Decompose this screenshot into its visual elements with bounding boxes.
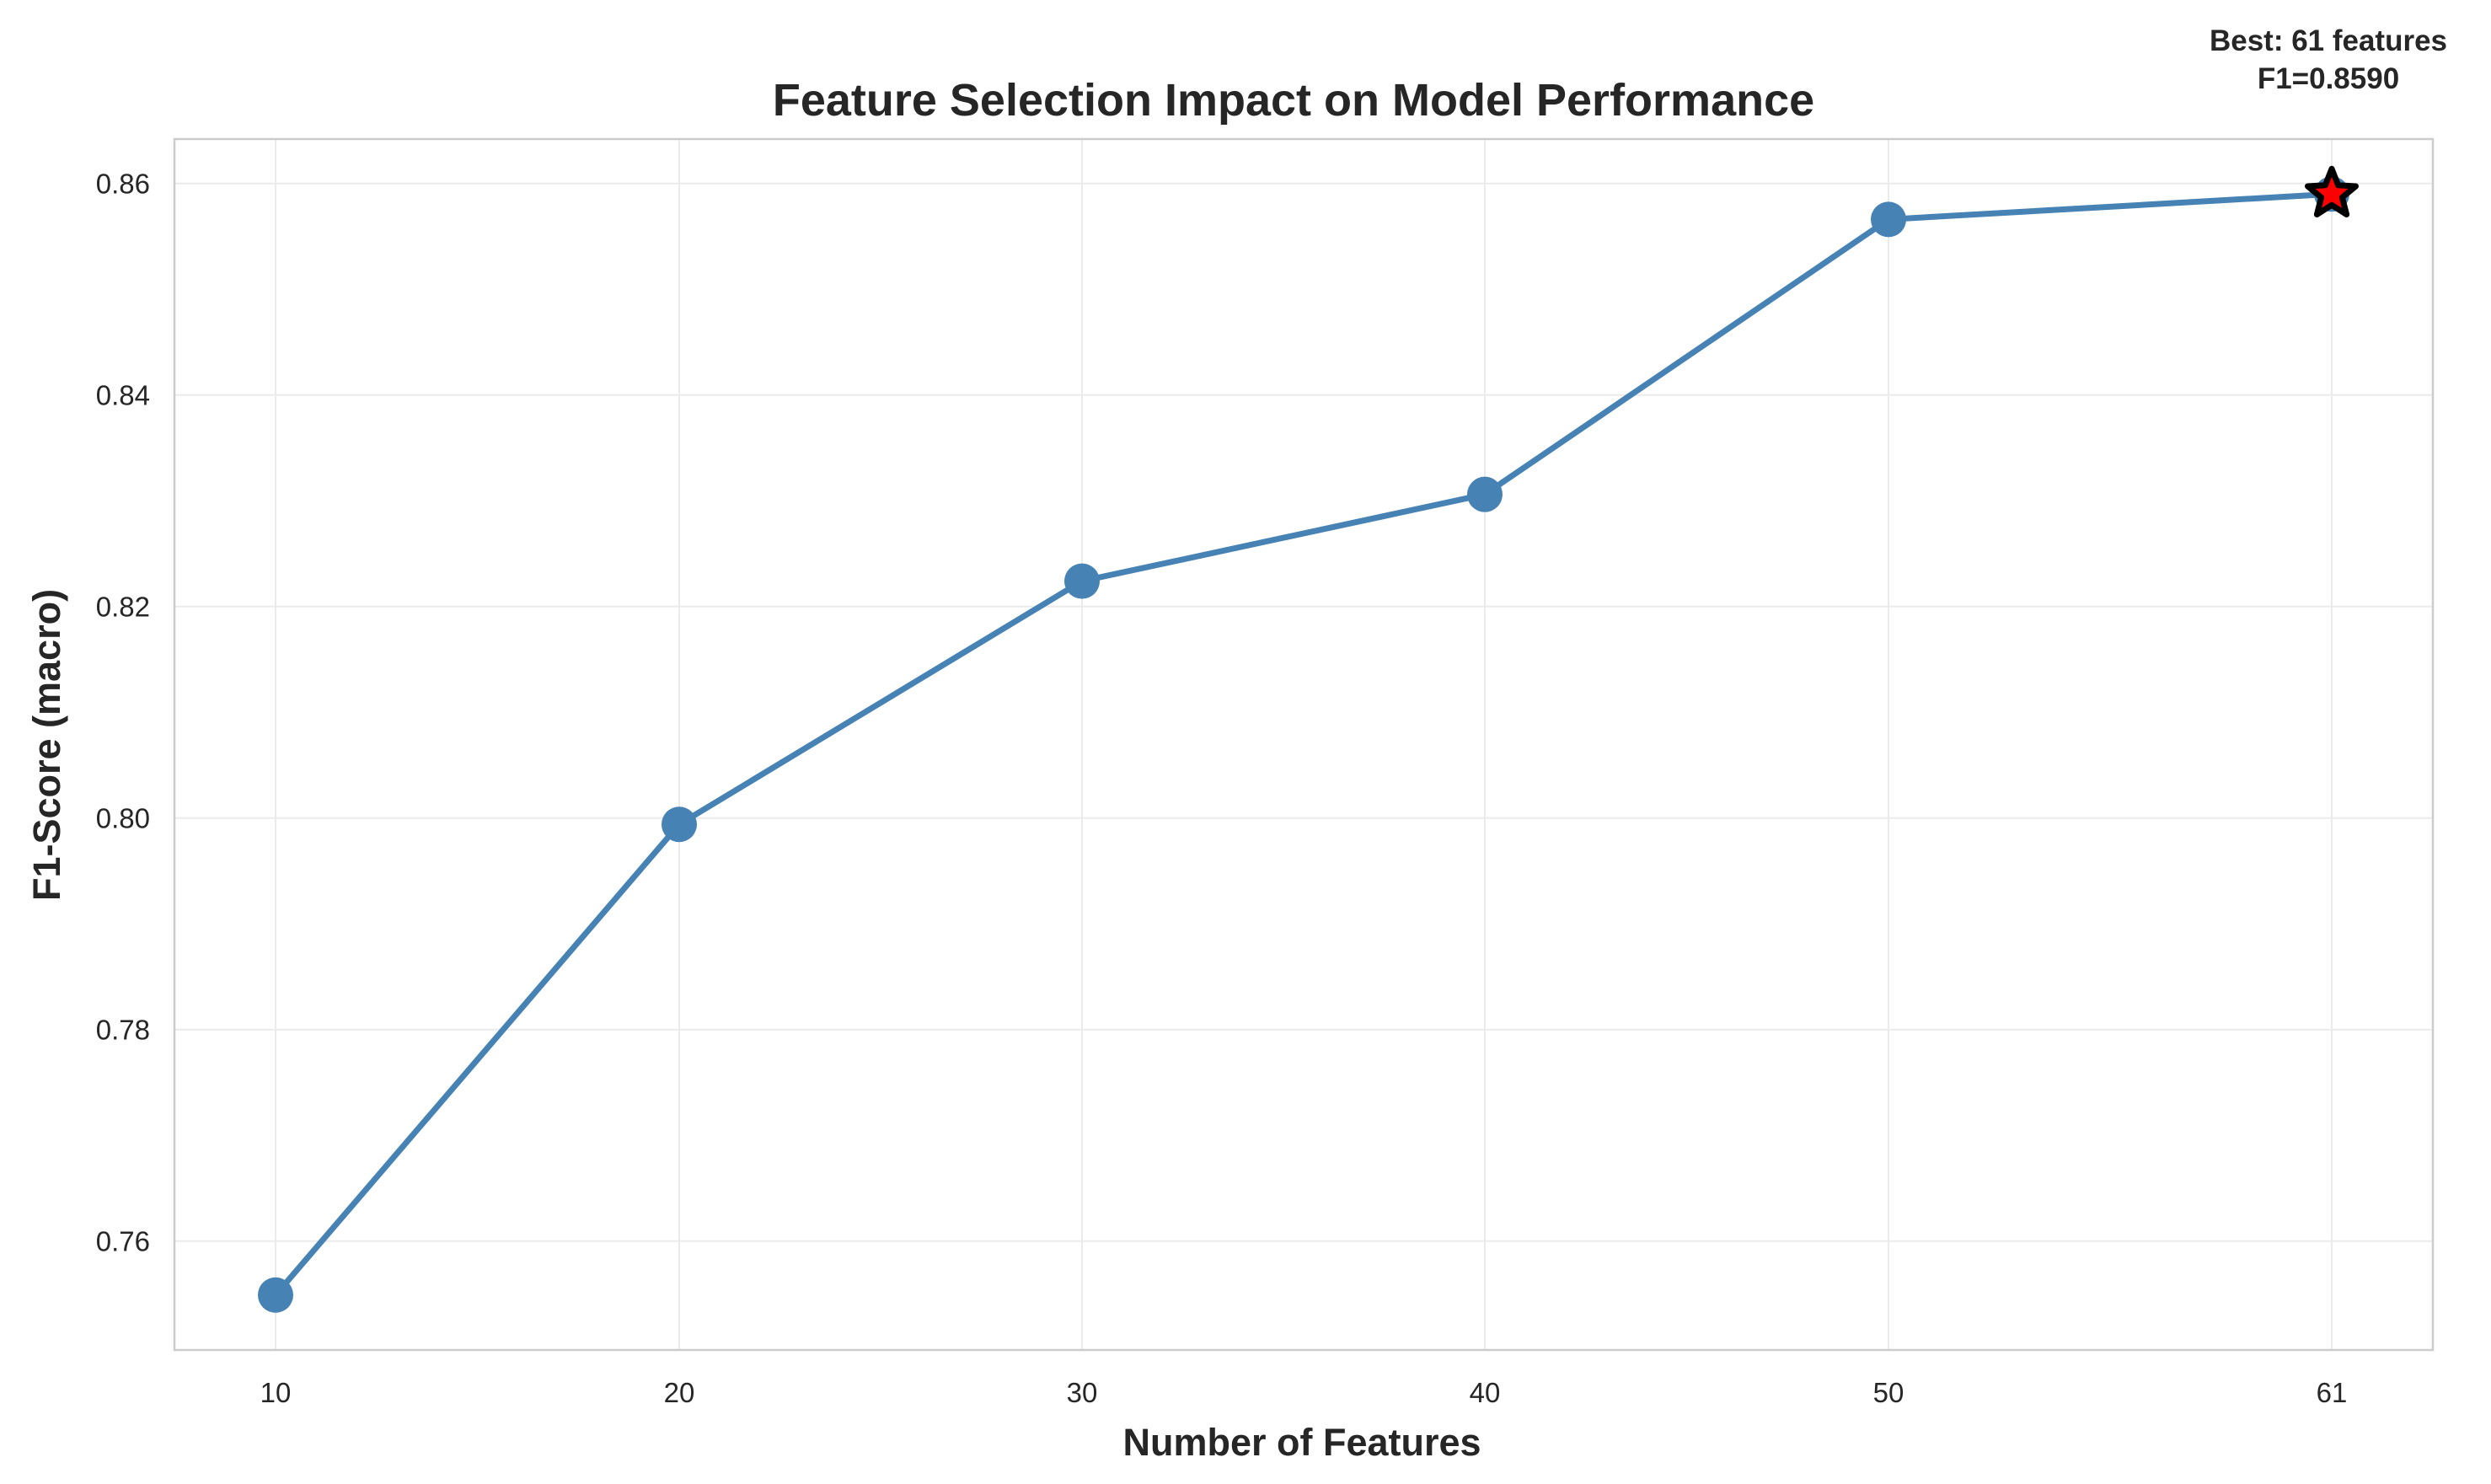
x-tick-label: 20 <box>664 1377 695 1408</box>
y-tick-label: 0.76 <box>96 1226 150 1257</box>
y-axis-label: F1-Score (macro) <box>25 589 68 901</box>
y-tick-label: 0.80 <box>96 803 150 834</box>
best-annotation-line1: Best: 61 features <box>2210 24 2447 57</box>
data-point <box>258 1277 293 1313</box>
y-tick-label: 0.82 <box>96 592 150 623</box>
x-tick-label: 10 <box>260 1377 292 1408</box>
tick-labels: 10 20 30 40 50 61 0.76 0.78 0.80 0.82 0.84 0.86 <box>96 169 2348 1408</box>
chart-title: Feature Selection Impact on Model Perfor… <box>773 75 1814 126</box>
data-point <box>662 806 697 843</box>
x-tick-label: 30 <box>1067 1377 1098 1408</box>
y-tick-label: 0.78 <box>96 1015 150 1046</box>
series-layer <box>258 165 2359 1313</box>
data-point <box>1064 563 1100 599</box>
x-tick-label: 40 <box>1470 1377 1501 1408</box>
best-star-marker <box>2305 165 2359 217</box>
data-point <box>1467 476 1503 512</box>
y-tick-label: 0.86 <box>96 169 150 200</box>
grid-lines <box>174 139 2433 1350</box>
y-tick-label: 0.84 <box>96 380 150 411</box>
x-axis-label: Number of Features <box>1122 1421 1481 1464</box>
best-annotation-line2: F1=0.8590 <box>2258 62 2399 95</box>
series-line <box>272 190 2335 1299</box>
x-tick-label: 50 <box>1873 1377 1904 1408</box>
data-point <box>1871 201 1906 238</box>
plot-frame <box>173 137 2435 1352</box>
x-tick-label: 61 <box>2317 1377 2348 1408</box>
